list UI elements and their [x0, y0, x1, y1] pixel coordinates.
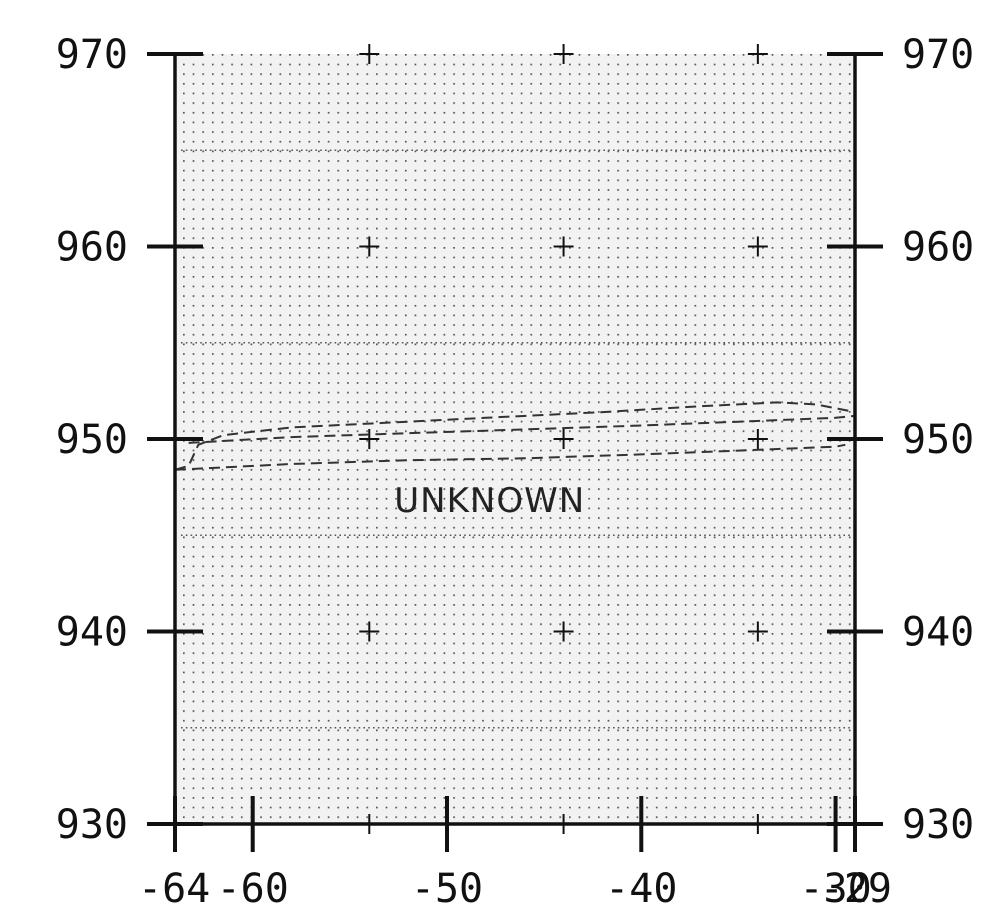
grid-cross: [553, 429, 574, 449]
x-tick-label: -60: [217, 866, 289, 912]
y-tick-label-left: 970: [56, 32, 128, 78]
x-tick-label: -50: [411, 866, 483, 912]
y-tick-label-left: 950: [56, 417, 128, 463]
x-tick-label: -64: [138, 866, 210, 912]
y-tick-label-right: 940: [902, 610, 974, 656]
y-tick-label-left: 930: [56, 802, 128, 848]
y-ticks-right: 930 940 950 960 970: [827, 32, 974, 848]
x-tick-label: -30: [799, 866, 871, 912]
y-tick-label-right: 950: [902, 417, 974, 463]
horizontal-dotted-gridlines: [181, 149, 851, 729]
grid-cross: [359, 236, 380, 257]
grid-cross: [359, 44, 380, 64]
x-tick-label: -29: [820, 866, 892, 912]
grid-crosses: [359, 44, 768, 642]
x-tick-label: -40: [605, 866, 677, 912]
grid-cross: [747, 236, 768, 257]
x-ticks: -64 -60 -50 -40 -30-29: [138, 796, 892, 912]
y-tick-label-left: 940: [56, 610, 128, 656]
grid-cross: [747, 44, 768, 64]
grid-cross: [359, 621, 380, 642]
y-tick-label-right: 960: [902, 225, 974, 271]
grid-cross: [553, 236, 574, 257]
grid-cross: [553, 44, 574, 64]
grid-cross: [747, 429, 768, 449]
grid-cross: [747, 621, 768, 642]
dashed-curves: [174, 401, 856, 471]
y-tick-label-right: 970: [902, 32, 974, 78]
grid-cross: [359, 429, 380, 449]
region-label-unknown: UNKNOWN: [394, 481, 585, 521]
y-tick-label-right: 930: [902, 802, 974, 848]
dashed-curve-2: [188, 414, 856, 444]
plot-dot-grid: [177, 54, 855, 824]
y-tick-label-left: 960: [56, 225, 128, 271]
grid-cross: [553, 621, 574, 642]
dashed-curve-3: [174, 443, 846, 471]
